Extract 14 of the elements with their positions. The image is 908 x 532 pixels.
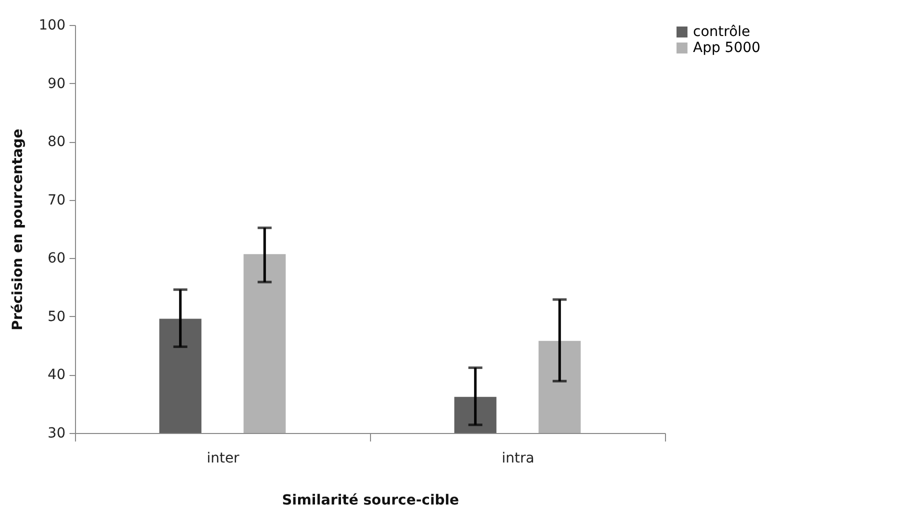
legend-label: contrôle: [693, 24, 750, 40]
y-tick-label: 30: [48, 426, 66, 442]
y-tick-label: 40: [48, 367, 66, 384]
y-tick-label: 70: [48, 192, 66, 208]
y-tick-label: 60: [48, 250, 66, 267]
y-tick-label: 80: [48, 134, 66, 150]
y-axis-title: Précision en pourcentage: [10, 128, 26, 330]
y-tick-label: 50: [48, 308, 66, 325]
legend-label: App 5000: [693, 40, 760, 56]
x-tick-label: intra: [502, 450, 534, 466]
y-tick-label: 90: [48, 76, 66, 92]
y-tick-label: 100: [38, 18, 66, 34]
x-axis-title: Similarité source-cible: [282, 492, 460, 508]
x-tick-label: inter: [206, 450, 240, 466]
